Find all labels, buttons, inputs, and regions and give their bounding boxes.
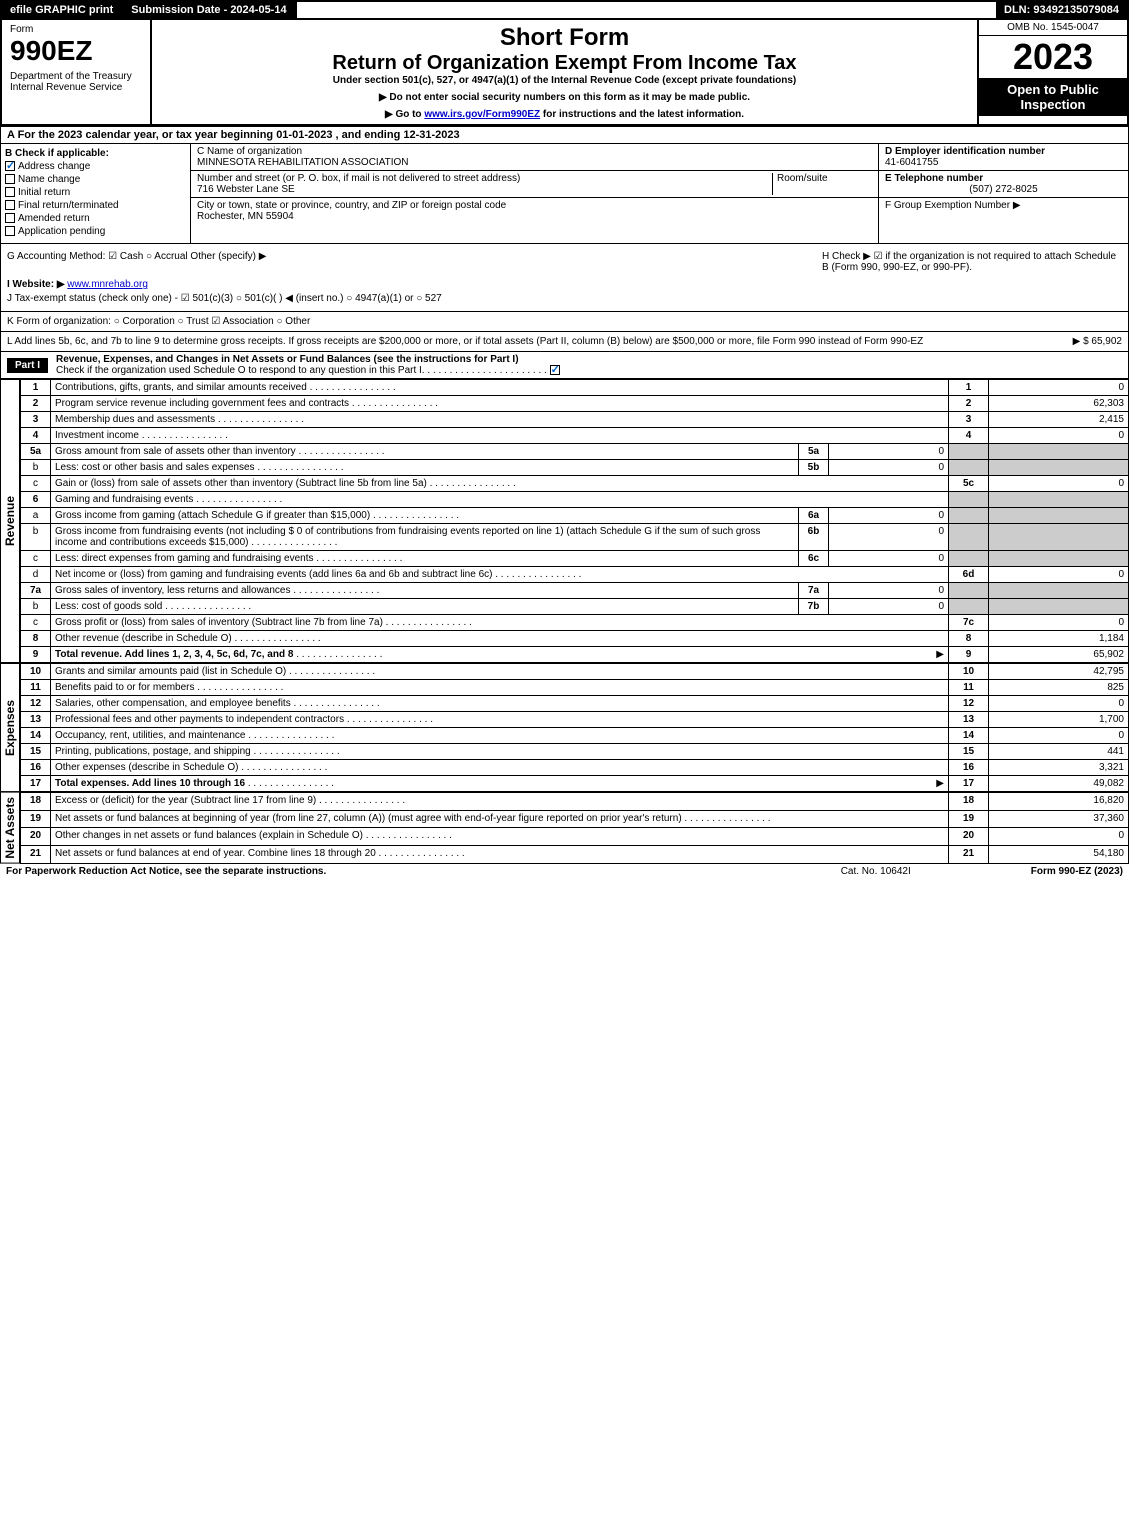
line-c: cGain or (loss) from sale of assets othe… <box>21 476 1129 492</box>
irs-link[interactable]: www.irs.gov/Form990EZ <box>424 109 540 120</box>
line-10: 10Grants and similar amounts paid (list … <box>21 664 1129 680</box>
checkbox-name-change[interactable]: Name change <box>5 174 186 185</box>
efile-print-button[interactable]: efile GRAPHIC print <box>2 2 123 18</box>
tel-label: E Telephone number <box>885 173 983 184</box>
checkbox-application-pending[interactable]: Application pending <box>5 226 186 237</box>
form-header: Form 990EZ Department of the Treasury In… <box>0 20 1129 126</box>
netassets-section: Net Assets 18Excess or (deficit) for the… <box>0 792 1129 864</box>
line-b: bGross income from fundraising events (n… <box>21 524 1129 551</box>
form-label: Form <box>10 24 142 35</box>
street: 716 Webster Lane SE <box>197 184 772 195</box>
ssn-note: ▶ Do not enter social security numbers o… <box>160 92 969 103</box>
line-i-label: I Website: ▶ <box>7 279 65 290</box>
line-11: 11Benefits paid to or for members . . . … <box>21 680 1129 696</box>
main-title: Return of Organization Exempt From Incom… <box>160 52 969 75</box>
line-20: 20Other changes in net assets or fund ba… <box>21 828 1129 846</box>
line-4: 4Investment income . . . . . . . . . . .… <box>21 428 1129 444</box>
line-21: 21Net assets or fund balances at end of … <box>21 845 1129 863</box>
line-12: 12Salaries, other compensation, and empl… <box>21 696 1129 712</box>
checkbox-amended-return[interactable]: Amended return <box>5 213 186 224</box>
line-k: K Form of organization: ○ Corporation ○ … <box>0 312 1129 332</box>
goto-note: ▶ Go to www.irs.gov/Form990EZ for instru… <box>160 109 969 120</box>
line-7a: 7aGross sales of inventory, less returns… <box>21 583 1129 599</box>
line-l-amount: ▶ $ 65,902 <box>1073 336 1122 347</box>
footer-center: Cat. No. 10642I <box>841 866 911 877</box>
department: Department of the Treasury Internal Reve… <box>10 71 142 93</box>
group-exemption-label: F Group Exemption Number ▶ <box>885 200 1021 211</box>
org-name-label: C Name of organization <box>197 146 872 157</box>
ein: 41-6041755 <box>885 157 938 168</box>
line-c: cLess: direct expenses from gaming and f… <box>21 551 1129 567</box>
line-2: 2Program service revenue including gover… <box>21 396 1129 412</box>
telephone: (507) 272-8025 <box>885 184 1122 195</box>
netassets-side-label: Net Assets <box>0 792 20 864</box>
footer-left: For Paperwork Reduction Act Notice, see … <box>6 866 326 877</box>
part1-title: Revenue, Expenses, and Changes in Net As… <box>56 354 519 365</box>
line-d: dNet income or (loss) from gaming and fu… <box>21 567 1129 583</box>
revenue-side-label: Revenue <box>0 379 20 663</box>
section-bcd: B Check if applicable: Address change Nam… <box>0 144 1129 244</box>
revenue-section: Revenue 1Contributions, gifts, grants, a… <box>0 379 1129 663</box>
room-suite-label: Room/suite <box>772 173 872 195</box>
checkbox-address-change[interactable]: Address change <box>5 161 186 172</box>
expenses-side-label: Expenses <box>0 663 20 792</box>
line-17: 17Total expenses. Add lines 10 through 1… <box>21 776 1129 792</box>
line-a: aGross income from gaming (attach Schedu… <box>21 508 1129 524</box>
line-c: cGross profit or (loss) from sales of in… <box>21 615 1129 631</box>
line-h: H Check ▶ ☑ if the organization is not r… <box>822 251 1122 273</box>
city-label: City or town, state or province, country… <box>197 200 872 211</box>
netasset-table: 18Excess or (deficit) for the year (Subt… <box>20 792 1129 864</box>
line-b: bLess: cost or other basis and sales exp… <box>21 460 1129 476</box>
ein-label: D Employer identification number <box>885 146 1045 157</box>
section-c: C Name of organization MINNESOTA REHABIL… <box>191 144 878 243</box>
part1-checkbox[interactable] <box>550 365 560 375</box>
short-form-title: Short Form <box>160 24 969 52</box>
street-label: Number and street (or P. O. box, if mail… <box>197 173 772 184</box>
line-5a: 5aGross amount from sale of assets other… <box>21 444 1129 460</box>
city: Rochester, MN 55904 <box>197 211 872 222</box>
line-l: L Add lines 5b, 6c, and 7b to line 9 to … <box>0 332 1129 352</box>
line-15: 15Printing, publications, postage, and s… <box>21 744 1129 760</box>
omb-number: OMB No. 1545-0047 <box>979 20 1127 36</box>
tax-year: 2023 <box>979 36 1127 78</box>
line-9: 9Total revenue. Add lines 1, 2, 3, 4, 5c… <box>21 647 1129 663</box>
footer-right: Form 990-EZ (2023) <box>1031 866 1123 877</box>
org-name: MINNESOTA REHABILITATION ASSOCIATION <box>197 157 872 168</box>
line-b: bLess: cost of goods sold . . . . . . . … <box>21 599 1129 615</box>
line-1: 1Contributions, gifts, grants, and simil… <box>21 380 1129 396</box>
expenses-section: Expenses 10Grants and similar amounts pa… <box>0 663 1129 792</box>
section-a: A For the 2023 calendar year, or tax yea… <box>0 126 1129 144</box>
line-8: 8Other revenue (describe in Schedule O) … <box>21 631 1129 647</box>
line-6: 6Gaming and fundraising events . . . . .… <box>21 492 1129 508</box>
open-public-badge: Open to Public Inspection <box>979 78 1127 116</box>
dln: DLN: 93492135079084 <box>996 2 1127 18</box>
part1-check: Check if the organization used Schedule … <box>56 365 422 376</box>
part1-header-row: Part I Revenue, Expenses, and Changes in… <box>0 352 1129 379</box>
line-14: 14Occupancy, rent, utilities, and mainte… <box>21 728 1129 744</box>
form-number: 990EZ <box>10 35 142 67</box>
website-link[interactable]: www.mnrehab.org <box>67 279 148 290</box>
checkbox-final-return-terminated[interactable]: Final return/terminated <box>5 200 186 211</box>
section-b: B Check if applicable: Address change Nam… <box>1 144 191 243</box>
line-13: 13Professional fees and other payments t… <box>21 712 1129 728</box>
part1-badge: Part I <box>7 358 48 373</box>
line-16: 16Other expenses (describe in Schedule O… <box>21 760 1129 776</box>
submission-date: Submission Date - 2024-05-14 <box>123 2 296 18</box>
revenue-table: 1Contributions, gifts, grants, and simil… <box>20 379 1129 663</box>
line-g: G Accounting Method: ☑ Cash ○ Accrual Ot… <box>7 251 822 273</box>
top-bar: efile GRAPHIC print Submission Date - 20… <box>0 0 1129 20</box>
line-19: 19Net assets or fund balances at beginni… <box>21 810 1129 828</box>
page-footer: For Paperwork Reduction Act Notice, see … <box>0 864 1129 879</box>
section-ghijkl: G Accounting Method: ☑ Cash ○ Accrual Ot… <box>0 244 1129 312</box>
checkbox-initial-return[interactable]: Initial return <box>5 187 186 198</box>
section-b-label: B Check if applicable: <box>5 148 186 159</box>
line-18: 18Excess or (deficit) for the year (Subt… <box>21 793 1129 811</box>
line-3: 3Membership dues and assessments . . . .… <box>21 412 1129 428</box>
subtitle: Under section 501(c), 527, or 4947(a)(1)… <box>160 75 969 86</box>
section-def: D Employer identification number 41-6041… <box>878 144 1128 243</box>
expense-table: 10Grants and similar amounts paid (list … <box>20 663 1129 792</box>
line-j: J Tax-exempt status (check only one) - ☑… <box>7 293 1122 304</box>
